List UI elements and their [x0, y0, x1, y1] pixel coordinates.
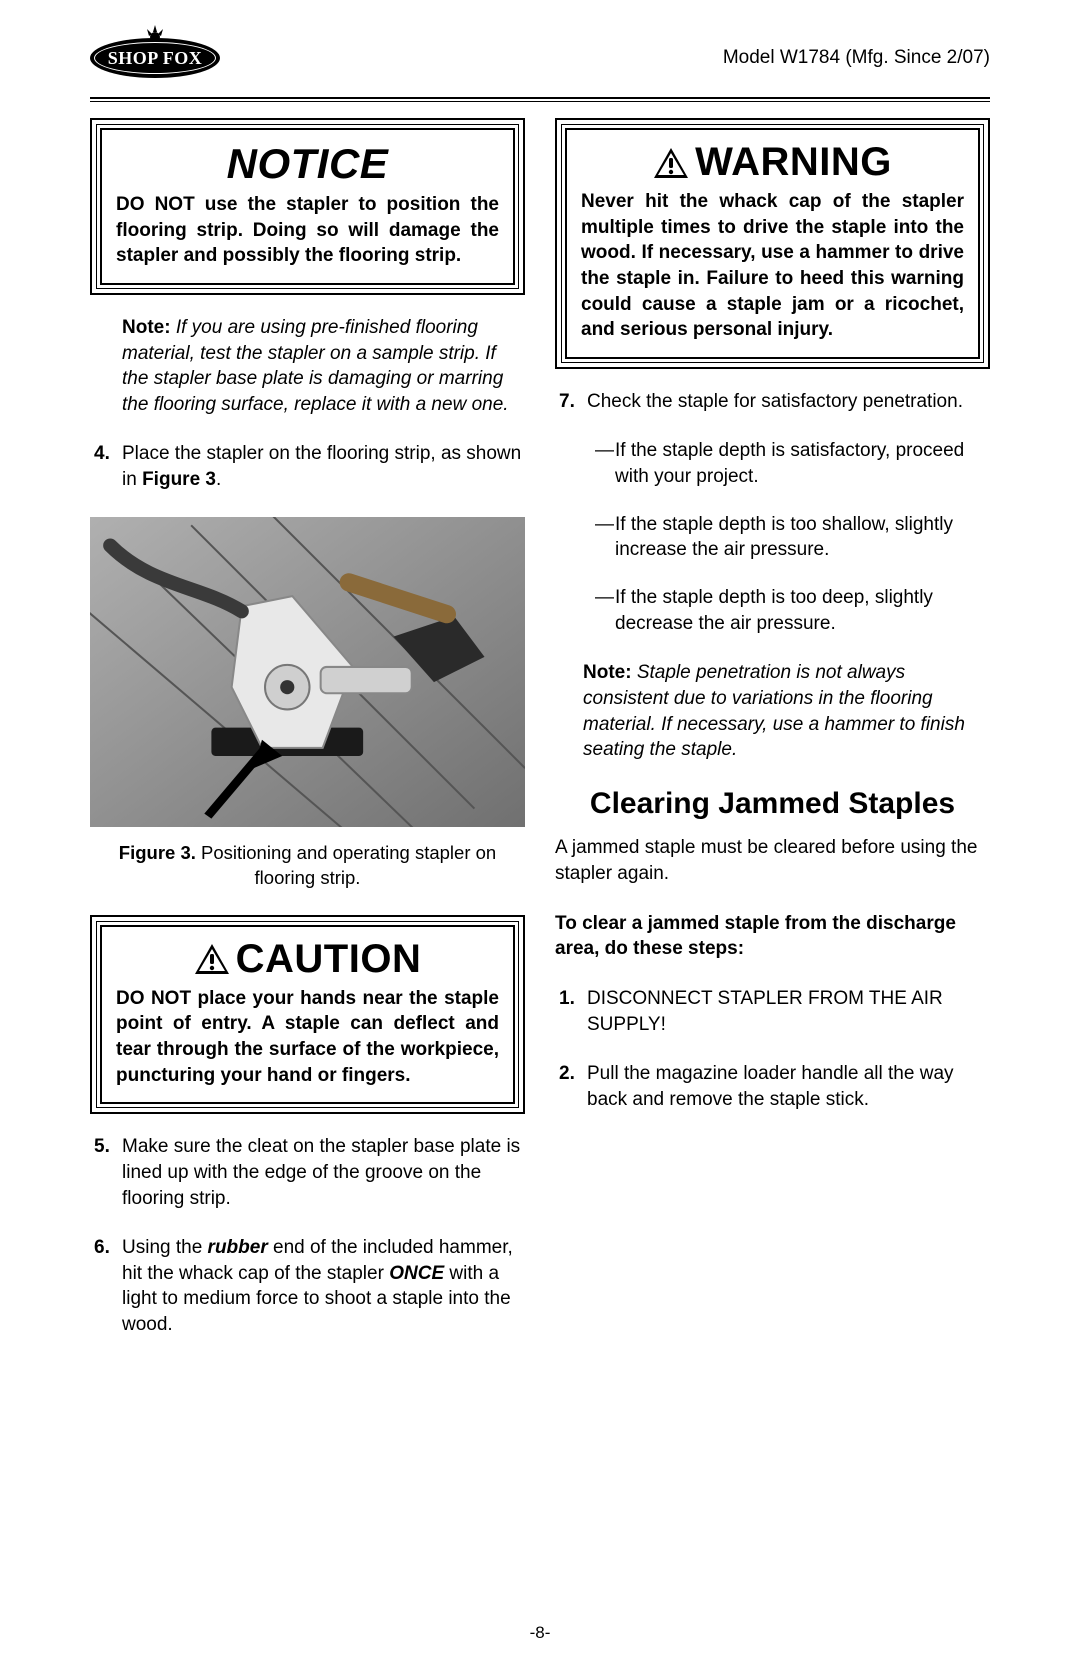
emphasis-once: ONCE — [389, 1263, 444, 1284]
left-column: NOTICE DO NOT use the stapler to positio… — [90, 118, 525, 1338]
figure-3-image — [90, 517, 525, 827]
clearing-step-2: 2. Pull the magazine loader handle all t… — [555, 1061, 990, 1112]
caution-body: DO NOT place your hands near the staple … — [116, 986, 499, 1089]
alert-triangle-icon — [653, 147, 689, 179]
list-text: If the staple depth is satisfactory, pro… — [615, 438, 990, 489]
page-header: SHOP FOX Model W1784 (Mfg. Since 2/07) — [90, 30, 990, 85]
step-number: 5. — [94, 1134, 122, 1211]
figure-3-caption: Figure 3. Positioning and operating stap… — [90, 841, 525, 891]
step-text: Check the staple for satisfactory penetr… — [587, 389, 990, 415]
caution-title-text: CAUTION — [236, 937, 422, 982]
step-text: Using the — [122, 1237, 208, 1258]
figure-caption-text: Positioning and operating stapler on flo… — [196, 842, 496, 888]
note-label: Note: — [122, 317, 171, 338]
list-item: — If the staple depth is satisfactory, p… — [595, 438, 990, 489]
clearing-step-1: 1. DISCONNECT STAPLER FROM THE AIR SUPPL… — [555, 986, 990, 1037]
header-rule-light — [90, 101, 990, 102]
clearing-intro: A jammed staple must be cleared before u… — [555, 835, 990, 886]
emphasis-rubber: rubber — [208, 1237, 268, 1258]
list-item: — If the staple depth is too deep, sligh… — [595, 585, 990, 636]
note-text: Staple penetration is not always consist… — [583, 662, 965, 760]
note-label: Note: — [583, 662, 632, 683]
dash-bullet: — — [595, 585, 615, 636]
step-number: 4. — [94, 441, 122, 492]
figure-reference: Figure 3 — [142, 469, 216, 490]
page-number: -8- — [530, 1623, 551, 1643]
dash-bullet: — — [595, 512, 615, 563]
note-prefinished: Note: If you are using pre-finished floo… — [90, 315, 525, 418]
notice-title: NOTICE — [116, 140, 499, 188]
step-text: Make sure the cleat on the stapler base … — [122, 1134, 525, 1211]
warning-body: Never hit the whack cap of the stapler m… — [581, 189, 964, 343]
model-info: Model W1784 (Mfg. Since 2/07) — [723, 47, 990, 69]
note-penetration: Note: Staple penetration is not always c… — [555, 660, 990, 763]
step-text: Pull the magazine loader handle all the … — [587, 1061, 990, 1112]
list-text: If the staple depth is too deep, slightl… — [615, 585, 990, 636]
right-column: WARNING Never hit the whack cap of the s… — [555, 118, 990, 1338]
step-text: DISCONNECT STAPLER FROM THE AIR SUPPLY! — [587, 986, 990, 1037]
notice-body: DO NOT use the stapler to position the f… — [116, 192, 499, 269]
content-columns: NOTICE DO NOT use the stapler to positio… — [90, 118, 990, 1338]
list-item: — If the staple depth is too shallow, sl… — [595, 512, 990, 563]
step-number: 2. — [559, 1061, 587, 1112]
step-number: 1. — [559, 986, 587, 1037]
step-4: 4. Place the stapler on the flooring str… — [90, 441, 525, 492]
note-text: If you are using pre-finished flooring m… — [122, 317, 509, 415]
clearing-jammed-heading: Clearing Jammed Staples — [555, 787, 990, 822]
warning-box: WARNING Never hit the whack cap of the s… — [555, 118, 990, 369]
alert-triangle-icon — [194, 943, 230, 975]
header-rule-heavy — [90, 97, 990, 99]
warning-title-text: WARNING — [695, 140, 892, 185]
warning-title: WARNING — [581, 140, 964, 185]
caution-title: CAUTION — [116, 937, 499, 982]
list-text: If the staple depth is too shallow, slig… — [615, 512, 990, 563]
penetration-check-list: — If the staple depth is satisfactory, p… — [595, 438, 990, 636]
brand-logo: SHOP FOX — [90, 30, 220, 85]
step-number: 6. — [94, 1235, 122, 1338]
step-5: 5. Make sure the cleat on the stapler ba… — [90, 1134, 525, 1211]
step-6: 6. Using the rubber end of the included … — [90, 1235, 525, 1338]
step-7: 7. Check the staple for satisfactory pen… — [555, 389, 990, 415]
step-number: 7. — [559, 389, 587, 415]
step-text-suffix: . — [216, 469, 221, 490]
notice-box: NOTICE DO NOT use the stapler to positio… — [90, 118, 525, 295]
caution-box: CAUTION DO NOT place your hands near the… — [90, 915, 525, 1115]
figure-label: Figure 3. — [119, 842, 196, 863]
dash-bullet: — — [595, 438, 615, 489]
clearing-lead: To clear a jammed staple from the discha… — [555, 911, 990, 962]
brand-logo-text: SHOP FOX — [108, 48, 203, 69]
